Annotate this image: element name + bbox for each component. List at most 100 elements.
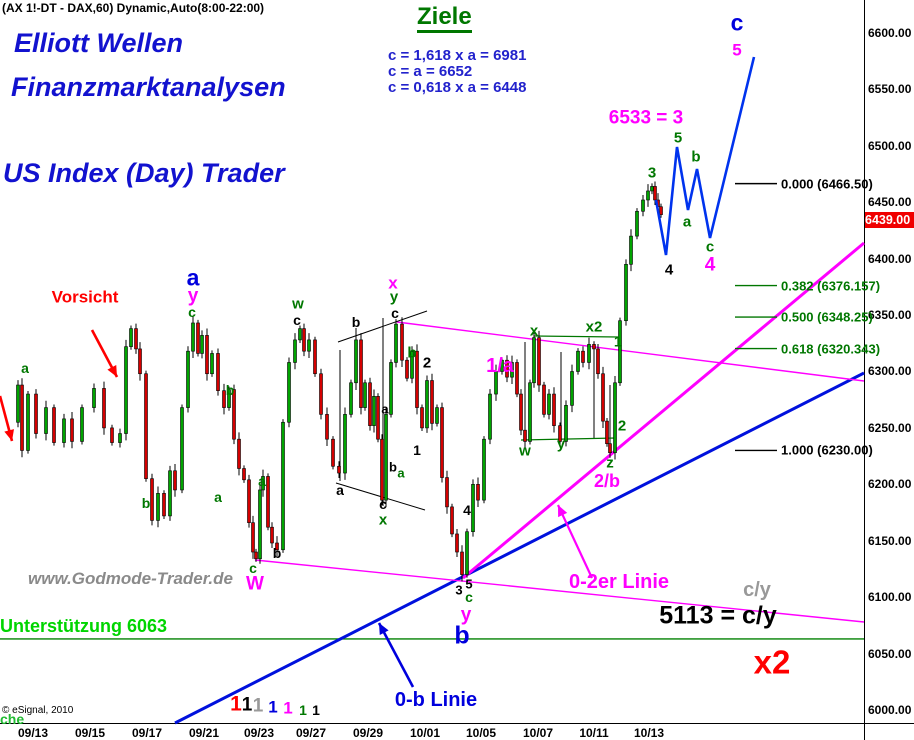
wave-label: c — [730, 9, 744, 36]
candle-body — [258, 489, 262, 560]
clipped-text-fragment: che — [0, 711, 25, 727]
wave-label: 1 — [268, 697, 278, 717]
candle-body — [576, 350, 580, 372]
wave-label: b — [691, 148, 701, 166]
candle-body — [528, 382, 532, 442]
candle-body — [200, 335, 204, 354]
y-axis-label: 6100.00 — [868, 590, 912, 605]
wave-label: 2/b — [593, 471, 621, 491]
wave-label: 0-2er Linie — [568, 571, 670, 593]
candle-body — [196, 322, 200, 354]
candle-body — [505, 359, 509, 378]
candle-body — [410, 350, 414, 379]
fib-level-label: 1.000 (6230.00) — [781, 442, 873, 458]
wave-label: y — [187, 285, 199, 307]
wave-label: Vorsicht — [51, 287, 119, 307]
candle-body — [389, 362, 393, 415]
candle-body — [629, 235, 633, 265]
candle-body — [405, 359, 409, 379]
wave-label: y — [556, 435, 566, 453]
x-axis-label: 10/07 — [522, 726, 554, 740]
wave-label: c — [705, 238, 715, 256]
0-b-linie — [174, 371, 865, 725]
x-axis-label: 10/01 — [409, 726, 441, 740]
candle-body — [519, 393, 523, 431]
helper-line — [533, 335, 619, 338]
candle-body — [515, 362, 519, 395]
candle-body — [471, 484, 475, 533]
candle-body — [110, 427, 114, 443]
candle-body — [287, 362, 291, 423]
candle-body — [363, 382, 367, 408]
arrow-head — [379, 623, 389, 636]
wave-label: a — [381, 401, 389, 417]
candle-body — [319, 373, 323, 415]
candle-body — [547, 393, 551, 415]
target-line-3: c = 0,618 x a = 6448 — [388, 79, 527, 96]
wave-label: c/y — [743, 579, 771, 601]
x-axis-label: 10/05 — [465, 726, 497, 740]
wave-label: a — [336, 482, 344, 498]
wave-label: x2 — [585, 318, 603, 336]
candle-body — [180, 407, 184, 491]
candle-body — [368, 382, 372, 426]
wave-label: 2 — [617, 417, 627, 435]
watermark: www.Godmode-Trader.de — [28, 569, 233, 588]
candle-body — [313, 339, 317, 375]
candle-body — [80, 407, 84, 442]
wave-label: b — [454, 621, 470, 650]
candle-body — [92, 388, 96, 408]
wave-label: w — [292, 295, 304, 313]
candle-body — [384, 414, 388, 501]
wave-label: 1 — [230, 692, 242, 716]
candle-body — [191, 322, 195, 352]
candle-body — [52, 407, 56, 443]
wave-label: b — [351, 314, 361, 330]
candle-body — [425, 380, 429, 429]
y-axis-label: 6000.00 — [868, 702, 912, 717]
x-axis-label: 09/29 — [352, 726, 384, 740]
candle-body — [400, 323, 404, 361]
y-axis-label: 6050.00 — [868, 646, 912, 661]
wave-label: c — [391, 305, 399, 321]
candle-body — [281, 421, 285, 551]
candle-body — [254, 551, 258, 560]
y-axis-label: 6250.00 — [868, 420, 912, 435]
instrument-title: (AX 1!-DT - DAX,60) Dynamic,Auto(8:00-22… — [2, 1, 265, 15]
candle-body — [482, 438, 486, 501]
candle-body — [510, 362, 514, 378]
wave-label: b — [407, 344, 417, 362]
candle-body — [455, 533, 459, 553]
candle-body — [613, 382, 617, 454]
wave-label: 3 — [455, 582, 463, 598]
wave-label: 5 — [673, 129, 683, 147]
target-line-1: c = 1,618 x a = 6981 — [388, 47, 527, 64]
y-axis-label: 6500.00 — [868, 138, 912, 153]
brand-line-1: Elliott Wellen — [14, 28, 184, 58]
candle-body — [415, 350, 419, 408]
candle-body — [601, 373, 605, 422]
wave-label: 1 — [613, 333, 623, 351]
x-axis-label: 09/13 — [17, 726, 49, 740]
wave-label: 3 — [647, 164, 657, 182]
fib-level-label: 0.382 (6376.157) — [781, 278, 881, 294]
arrow-head — [4, 429, 14, 441]
candle-body — [420, 407, 424, 429]
candle-body — [605, 420, 609, 445]
candle-body — [266, 476, 270, 528]
0-2er-linie — [462, 241, 865, 580]
wave-label: 1 — [283, 698, 293, 718]
candle-body — [570, 371, 574, 406]
wave-label: 6533 = 3 — [608, 107, 684, 129]
target-line-2: c = a = 6652 — [388, 63, 473, 80]
candle-body — [227, 389, 231, 408]
candle-body — [581, 350, 585, 363]
triangle-lower — [254, 559, 865, 623]
candle-body — [532, 337, 536, 384]
wave-label: c — [379, 496, 387, 512]
candle-body — [150, 478, 154, 521]
wave-label: 4 — [664, 261, 674, 279]
support-level-label: Unterstützung 6063 — [0, 616, 168, 636]
candle-body — [430, 380, 434, 424]
